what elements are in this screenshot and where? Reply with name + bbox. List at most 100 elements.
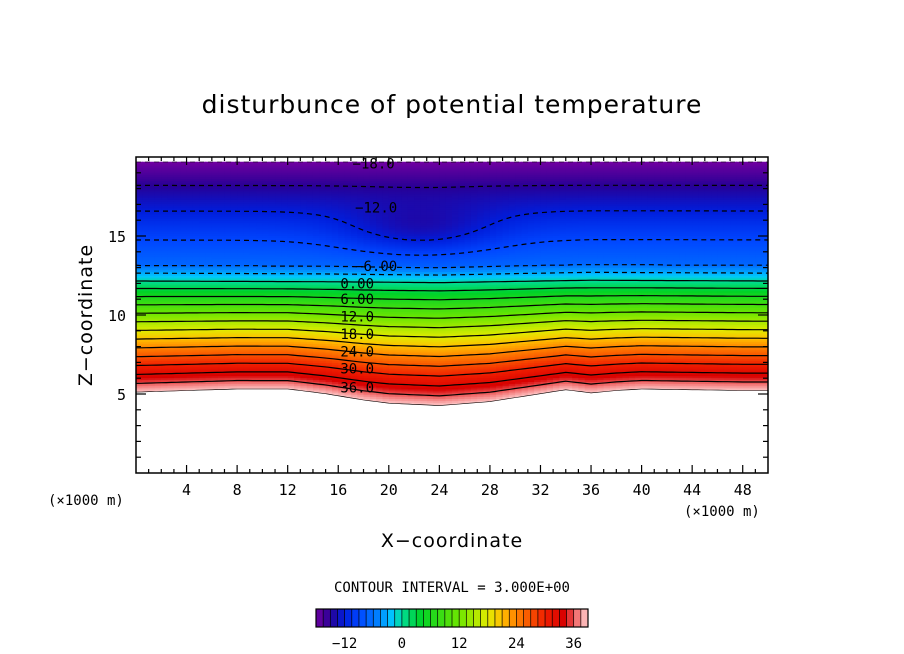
field-cell	[230, 237, 238, 240]
field-cell	[136, 233, 143, 236]
field-cell	[136, 356, 143, 360]
field-cell	[218, 394, 226, 398]
field-cell	[192, 337, 200, 341]
field-cell	[224, 294, 232, 297]
field-cell	[224, 267, 232, 271]
field-cell	[186, 333, 194, 337]
field-cell	[205, 392, 213, 396]
field-cell	[224, 366, 232, 369]
field-cell	[173, 318, 181, 322]
field-cell	[237, 375, 245, 379]
field-cell	[237, 400, 245, 403]
field-cell	[167, 332, 175, 335]
field-cell	[136, 212, 143, 216]
field-cell	[230, 371, 238, 375]
field-cell	[218, 216, 226, 219]
field-cell	[218, 273, 226, 276]
field-cell	[180, 299, 188, 303]
field-cell	[180, 318, 188, 322]
field-cell	[167, 265, 175, 269]
field-cell	[154, 178, 162, 181]
field-cell	[205, 332, 213, 335]
field-cell	[218, 222, 226, 225]
field-cell	[154, 356, 162, 360]
field-cell	[205, 227, 213, 231]
field-cell	[218, 371, 226, 375]
field-cell	[338, 404, 346, 406]
field-cell	[218, 241, 226, 244]
field-cell	[211, 267, 219, 271]
field-cell	[205, 398, 213, 401]
field-cell	[173, 241, 181, 244]
field-cell	[350, 400, 358, 403]
field-cell	[173, 341, 181, 345]
field-cell	[218, 267, 226, 271]
field-cell	[154, 256, 162, 259]
field-cell	[154, 373, 162, 377]
field-cell	[167, 231, 175, 235]
field-cell	[268, 400, 276, 403]
field-cell	[224, 326, 232, 329]
field-cell	[142, 311, 150, 314]
field-cell	[218, 187, 226, 191]
field-cell	[142, 330, 150, 333]
field-cell	[351, 406, 358, 409]
field-cell	[161, 214, 169, 218]
field-cell	[192, 294, 200, 297]
field-cell	[154, 218, 162, 221]
field-cell	[211, 385, 219, 388]
field-cell	[180, 275, 188, 278]
field-cell	[142, 398, 150, 401]
field-cell	[167, 163, 175, 166]
field-cell	[142, 316, 150, 320]
field-cell	[192, 341, 200, 345]
field-cell	[161, 330, 169, 333]
field-cell	[230, 320, 238, 324]
field-cell	[154, 267, 162, 271]
field-cell	[262, 388, 270, 392]
field-cell	[148, 400, 156, 403]
field-cell	[161, 265, 169, 269]
field-cell	[142, 256, 150, 259]
field-cell	[173, 356, 181, 360]
field-cell	[218, 280, 226, 284]
field-cell	[148, 339, 156, 343]
field-cell	[192, 385, 200, 388]
field-cell	[173, 297, 181, 301]
field-cell	[230, 383, 238, 386]
field-cell	[167, 191, 175, 195]
field-cell	[180, 265, 188, 269]
field-cell	[237, 278, 245, 282]
field-cell	[167, 167, 175, 170]
field-cell	[148, 225, 156, 229]
field-cell	[224, 191, 232, 195]
field-cell	[142, 227, 150, 231]
field-cell	[230, 216, 238, 219]
field-cell	[180, 246, 188, 250]
field-cell	[211, 261, 219, 265]
field-cell	[192, 229, 200, 233]
field-cell	[167, 388, 175, 392]
field-cell	[326, 408, 333, 411]
field-cell	[136, 322, 143, 326]
field-cell	[224, 351, 232, 354]
field-cell	[186, 358, 194, 362]
field-cell	[218, 400, 226, 403]
field-cell	[136, 267, 143, 271]
field-cell	[142, 375, 150, 379]
field-cell	[230, 373, 238, 377]
field-cell	[237, 377, 245, 381]
field-cell	[186, 362, 194, 365]
field-cell	[167, 322, 175, 326]
field-cell	[237, 309, 245, 312]
field-cell	[224, 292, 232, 295]
field-cell	[230, 377, 238, 381]
field-cell	[148, 260, 156, 263]
field-cell	[224, 254, 232, 257]
field-cell	[230, 404, 238, 406]
field-cell	[180, 178, 188, 181]
field-cell	[230, 261, 238, 265]
field-cell	[186, 260, 194, 263]
field-cell	[262, 408, 269, 411]
field-cell	[230, 364, 238, 367]
